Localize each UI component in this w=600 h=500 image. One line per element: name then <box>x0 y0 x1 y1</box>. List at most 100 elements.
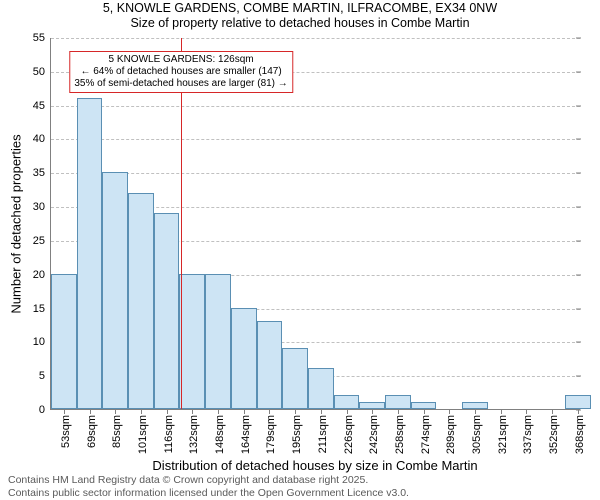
ytick-label: 35 <box>33 167 51 179</box>
xtick-label: 116sqm <box>163 415 175 453</box>
footer-line2: Contains public sector information licen… <box>8 487 409 500</box>
histogram-bar <box>205 274 231 409</box>
callout-line2: ← 64% of detached houses are smaller (14… <box>74 66 287 78</box>
chart-title-line1: 5, KNOWLE GARDENS, COMBE MARTIN, ILFRACO… <box>0 1 600 16</box>
plot-area: 051015202530354045505553sqm69sqm85sqm101… <box>50 38 580 410</box>
xtick-mark <box>526 409 527 414</box>
xtick-mark <box>398 409 399 414</box>
footer-line1: Contains HM Land Registry data © Crown c… <box>8 474 409 487</box>
xtick-mark <box>90 409 91 414</box>
xtick-label: 337sqm <box>522 415 534 454</box>
xtick-label: 305sqm <box>471 415 483 454</box>
ytick-mark <box>576 308 581 309</box>
histogram-bar <box>51 274 77 409</box>
xtick-label: 226sqm <box>343 415 355 454</box>
xtick-mark <box>192 409 193 414</box>
histogram-bar <box>385 395 411 409</box>
histogram-bar <box>411 402 437 409</box>
gridline <box>51 173 580 174</box>
xtick-label: 321sqm <box>497 415 509 454</box>
xtick-mark <box>115 409 116 414</box>
xtick-label: 69sqm <box>86 415 98 448</box>
histogram-bar <box>257 321 283 409</box>
xtick-mark <box>167 409 168 414</box>
chart-title-block: 5, KNOWLE GARDENS, COMBE MARTIN, ILFRACO… <box>0 1 600 31</box>
ytick-label: 5 <box>39 370 51 382</box>
property-size-chart: 5, KNOWLE GARDENS, COMBE MARTIN, ILFRACO… <box>0 0 600 500</box>
xtick-label: 53sqm <box>60 415 72 448</box>
xtick-mark <box>321 409 322 414</box>
ytick-label: 0 <box>39 404 51 416</box>
footer-attribution: Contains HM Land Registry data © Crown c… <box>8 474 409 500</box>
x-axis-label: Distribution of detached houses by size … <box>152 458 477 473</box>
histogram-bar <box>359 402 385 409</box>
xtick-label: 132sqm <box>188 415 200 454</box>
xtick-label: 85sqm <box>111 415 123 448</box>
callout-line3: 35% of semi-detached houses are larger (… <box>74 78 287 90</box>
xtick-mark <box>64 409 65 414</box>
ytick-label: 45 <box>33 100 51 112</box>
histogram-bar <box>334 395 360 409</box>
xtick-mark <box>295 409 296 414</box>
histogram-bar <box>565 395 591 409</box>
gridline <box>51 38 580 39</box>
subject-marker-line <box>181 38 182 409</box>
gridline <box>51 139 580 140</box>
gridline <box>51 106 580 107</box>
xtick-mark <box>501 409 502 414</box>
ytick-mark <box>576 342 581 343</box>
ytick-mark <box>576 274 581 275</box>
xtick-mark <box>347 409 348 414</box>
chart-title-line2: Size of property relative to detached ho… <box>0 16 600 31</box>
ytick-label: 40 <box>33 133 51 145</box>
histogram-bar <box>282 348 308 409</box>
y-axis-label: Number of detached properties <box>9 134 24 313</box>
ytick-label: 15 <box>33 303 51 315</box>
callout-line1: 5 KNOWLE GARDENS: 126sqm <box>74 54 287 66</box>
xtick-label: 352sqm <box>548 415 560 454</box>
xtick-mark <box>552 409 553 414</box>
xtick-mark <box>372 409 373 414</box>
histogram-bar <box>231 308 257 409</box>
ytick-label: 50 <box>33 66 51 78</box>
histogram-bar <box>128 193 154 409</box>
histogram-bar <box>154 213 180 409</box>
xtick-mark <box>424 409 425 414</box>
xtick-mark <box>141 409 142 414</box>
histogram-bar <box>102 172 128 409</box>
xtick-label: 368sqm <box>574 415 586 454</box>
ytick-mark <box>576 139 581 140</box>
ytick-label: 25 <box>33 235 51 247</box>
ytick-label: 10 <box>33 336 51 348</box>
histogram-bar <box>462 402 488 409</box>
ytick-mark <box>576 71 581 72</box>
ytick-label: 55 <box>33 32 51 44</box>
ytick-mark <box>576 105 581 106</box>
xtick-mark <box>218 409 219 414</box>
ytick-mark <box>576 38 581 39</box>
xtick-label: 148sqm <box>214 415 226 454</box>
histogram-bar <box>179 274 205 409</box>
xtick-mark <box>269 409 270 414</box>
xtick-mark <box>475 409 476 414</box>
ytick-label: 20 <box>33 269 51 281</box>
histogram-bar <box>308 368 334 409</box>
xtick-label: 242sqm <box>368 415 380 454</box>
xtick-label: 258sqm <box>394 415 406 454</box>
ytick-mark <box>576 376 581 377</box>
ytick-mark <box>576 240 581 241</box>
xtick-label: 289sqm <box>445 415 457 454</box>
ytick-mark <box>576 173 581 174</box>
xtick-label: 101sqm <box>137 415 149 454</box>
xtick-label: 195sqm <box>291 415 303 454</box>
xtick-label: 211sqm <box>317 415 329 453</box>
xtick-label: 164sqm <box>240 415 252 454</box>
xtick-mark <box>449 409 450 414</box>
xtick-label: 274sqm <box>420 415 432 454</box>
xtick-mark <box>578 409 579 414</box>
histogram-bar <box>77 98 103 409</box>
callout-box: 5 KNOWLE GARDENS: 126sqm← 64% of detache… <box>69 51 292 93</box>
xtick-label: 179sqm <box>265 415 277 454</box>
xtick-mark <box>244 409 245 414</box>
ytick-mark <box>576 207 581 208</box>
